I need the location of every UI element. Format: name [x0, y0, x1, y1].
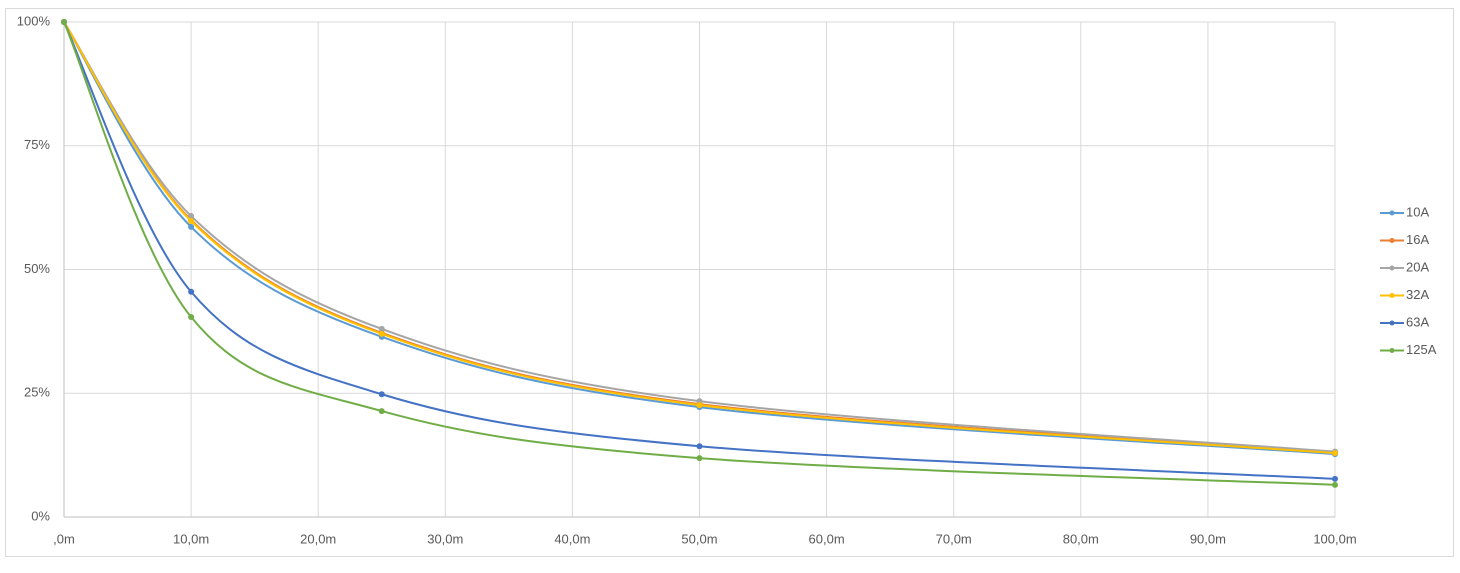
y-tick-label: 75% — [24, 137, 50, 152]
legend-swatch — [1389, 265, 1395, 271]
legend-swatch — [1389, 210, 1395, 216]
point — [1332, 481, 1338, 488]
point — [188, 213, 195, 220]
point — [696, 443, 703, 450]
point — [378, 325, 385, 332]
legend-label: 63A — [1406, 314, 1429, 329]
point — [188, 223, 195, 230]
x-tick-label: 50,0m — [681, 531, 717, 546]
point — [1332, 450, 1338, 457]
x-tick-label: 70,0m — [936, 531, 972, 546]
x-tick-label: 10,0m — [173, 531, 209, 546]
series-line — [63, 21, 1336, 486]
point — [378, 408, 385, 415]
point — [61, 19, 67, 25]
point — [188, 288, 195, 295]
series-line — [63, 21, 1336, 456]
x-tick-label: 100,0m — [1313, 531, 1356, 546]
legend-swatch — [1389, 348, 1395, 353]
point — [1332, 475, 1338, 482]
series-line — [63, 21, 1336, 453]
legend-label: 16A — [1406, 232, 1429, 247]
point — [378, 330, 385, 337]
y-tick-label: 25% — [24, 385, 50, 400]
point — [188, 217, 195, 224]
x-tick-label: 60,0m — [809, 531, 845, 546]
point — [696, 455, 703, 462]
series-line — [63, 21, 1336, 480]
legend-swatch — [1389, 320, 1395, 326]
x-tick-label: 80,0m — [1063, 531, 1099, 546]
point — [188, 314, 195, 321]
x-tick-label: 40,0m — [554, 531, 590, 546]
point — [696, 402, 703, 409]
legend-label: 10A — [1406, 204, 1429, 219]
point — [378, 391, 385, 398]
y-tick-label: 50% — [24, 261, 50, 276]
x-tick-label: 20,0m — [300, 531, 336, 546]
x-tick-label: ,0m — [53, 531, 75, 546]
legend-swatch — [1389, 238, 1395, 243]
chart-border — [5, 8, 1454, 557]
legend-label: 125A — [1406, 342, 1437, 357]
y-tick-label: 100% — [17, 13, 51, 28]
y-tick-label: 0% — [31, 508, 50, 523]
legend-swatch — [1389, 293, 1395, 298]
legend-label: 20A — [1406, 259, 1429, 274]
x-tick-label: 30,0m — [427, 531, 463, 546]
x-tick-label: 90,0m — [1190, 531, 1226, 546]
series-line — [63, 21, 1336, 455]
legend-label: 32A — [1406, 287, 1429, 302]
